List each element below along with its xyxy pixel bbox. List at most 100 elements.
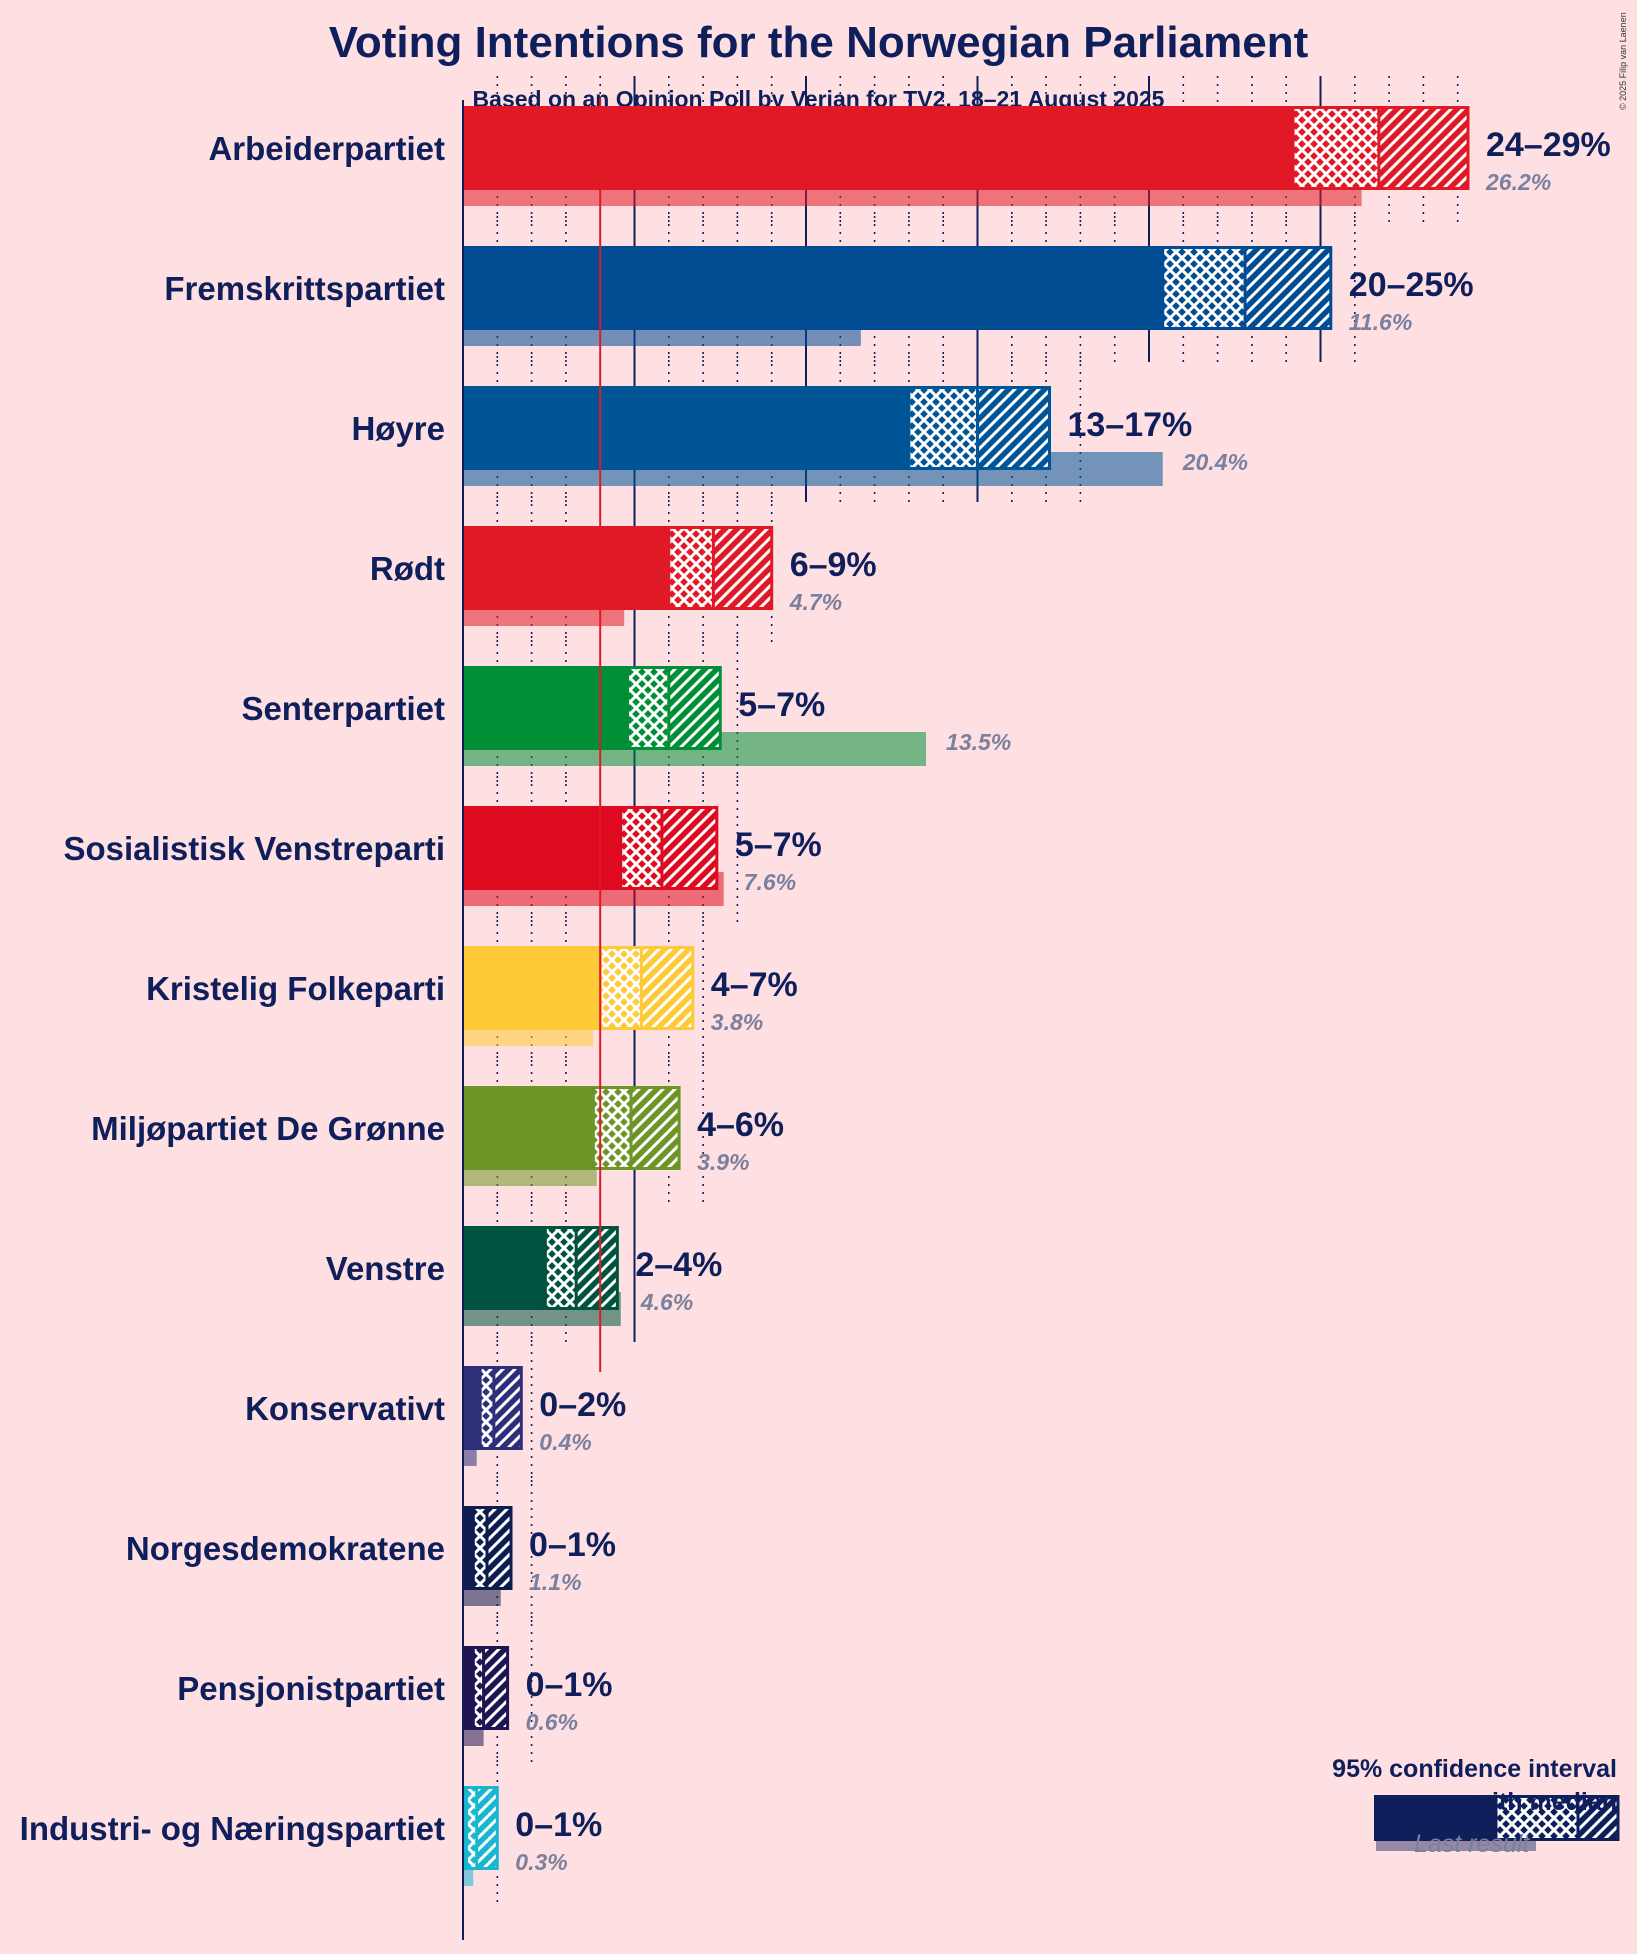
party-name: Rødt (370, 550, 445, 587)
legend-lower-hatch (1496, 1795, 1578, 1841)
ci-solid-bar (463, 946, 601, 1030)
ci-outline (591, 1086, 681, 1170)
ci-outline (471, 1506, 513, 1590)
legend-upper-hatch (1578, 1795, 1618, 1841)
ci-solid-bar (463, 666, 628, 750)
ci-lower-hatch (627, 666, 669, 750)
ci-upper-hatch (631, 1086, 680, 1170)
party-name: Miljøpartiet De Grønne (91, 1110, 445, 1147)
range-label: 0–1% (526, 1666, 613, 1704)
last-result-label: 0.6% (526, 1709, 578, 1735)
range-label: 24–29% (1486, 126, 1611, 164)
range-label: 6–9% (790, 546, 877, 584)
ci-outline (907, 386, 1052, 470)
ci-solid-bar (463, 806, 621, 890)
range-label: 5–7% (735, 826, 822, 864)
ci-lower-hatch (1293, 106, 1379, 190)
ci-outline (1291, 106, 1470, 190)
range-label: 13–17% (1068, 406, 1193, 444)
legend-last-result: Last result (1414, 1830, 1530, 1858)
party-name: Industri- og Næringspartiet (20, 1810, 445, 1847)
last-result-label: 7.6% (744, 869, 796, 895)
legend-graphic (1374, 1795, 1620, 1851)
range-label: 0–1% (515, 1806, 602, 1844)
ci-outline (626, 666, 722, 750)
ci-lower-hatch (480, 1366, 494, 1450)
ci-outline (1161, 246, 1333, 330)
party-name: Pensjonistpartiet (177, 1670, 445, 1707)
ci-outline (471, 1646, 510, 1730)
party-name: Høyre (351, 410, 445, 447)
ci-upper-hatch (661, 806, 717, 890)
ci-solid-bar (463, 1506, 474, 1590)
ci-solid-bar (463, 1086, 594, 1170)
ci-lower-hatch (466, 1786, 477, 1870)
axis (462, 98, 602, 1940)
range-label: 0–1% (529, 1526, 616, 1564)
party-name: Venstre (326, 1250, 445, 1287)
ci-solid-bar (463, 526, 669, 610)
legend-line-2: with median (1472, 1788, 1617, 1816)
ci-lower-hatch (620, 806, 662, 890)
ci-upper-hatch (1245, 246, 1331, 330)
ci-upper-hatch (977, 386, 1050, 470)
ci-upper-hatch (713, 526, 772, 610)
last-result-label: 20.4% (1182, 449, 1248, 475)
legend-line-1: 95% confidence interval (1332, 1755, 1617, 1783)
last-result-label: 3.9% (697, 1149, 749, 1175)
ci-solid-bar (463, 246, 1163, 330)
party-name: Norgesdemokratene (126, 1530, 445, 1567)
party-name: Senterpartiet (241, 690, 445, 727)
ci-upper-hatch (476, 1786, 498, 1870)
ci-solid-bar (463, 1366, 481, 1450)
ci-lower-hatch (473, 1646, 484, 1730)
ci-upper-hatch (487, 1506, 512, 1590)
last-result-label: 0.4% (539, 1429, 591, 1455)
ci-lower-hatch (908, 386, 978, 470)
ci-lower-hatch (545, 1226, 577, 1310)
ci-solid-bar (463, 386, 909, 470)
range-label: 20–25% (1349, 266, 1474, 304)
party-name: Kristelig Folkeparti (146, 970, 445, 1007)
chart-title: Voting Intentions for the Norwegian Parl… (328, 18, 1309, 67)
ci-upper-hatch (668, 666, 721, 750)
legend-caption: 95% confidence interval with median (1332, 1753, 1617, 1819)
ci-lower-hatch (473, 1506, 488, 1590)
ci-outline (478, 1366, 523, 1450)
ci-lower-hatch (600, 946, 642, 1030)
ci-upper-hatch (493, 1366, 522, 1450)
ci-solid-bar (463, 1786, 467, 1870)
legend-outline (1494, 1795, 1620, 1841)
range-label: 4–6% (697, 1106, 784, 1144)
party-name: Sosialistisk Venstreparti (63, 830, 445, 867)
last-result-label: 4.6% (640, 1289, 693, 1315)
last-result-label: 1.1% (529, 1569, 581, 1595)
range-label: 4–7% (711, 966, 798, 1004)
range-label: 5–7% (738, 686, 825, 724)
last-result-label: 0.3% (515, 1849, 567, 1875)
party-name: Fremskrittspartiet (164, 270, 445, 307)
ci-outline (464, 1786, 499, 1870)
last-result-label: 13.5% (946, 729, 1011, 755)
ci-upper-hatch (641, 946, 693, 1030)
last-result-label: 11.6% (1349, 309, 1413, 335)
last-result-label: 26.2% (1485, 169, 1551, 195)
ci-lower-hatch (593, 1086, 632, 1170)
ci-upper-hatch (576, 1226, 618, 1310)
ci-solid-bar (463, 1646, 474, 1730)
ci-lower-hatch (1162, 246, 1246, 330)
party-name: Konservativt (245, 1390, 445, 1427)
last-result-label: 4.7% (789, 589, 842, 615)
ci-outline (543, 1226, 619, 1310)
ci-solid-bar (463, 106, 1294, 190)
ci-solid-bar (463, 1226, 546, 1310)
legend-solid-bar (1374, 1795, 1496, 1841)
range-label: 2–4% (635, 1246, 722, 1284)
ci-outline (667, 526, 774, 610)
range-label: 0–2% (539, 1386, 626, 1424)
bars (463, 106, 1470, 1886)
labels: Arbeiderpartiet 24–29% 26.2% Fremskrittspar… (20, 126, 1611, 1875)
ci-lower-hatch (668, 526, 714, 610)
ci-upper-hatch (483, 1646, 508, 1730)
